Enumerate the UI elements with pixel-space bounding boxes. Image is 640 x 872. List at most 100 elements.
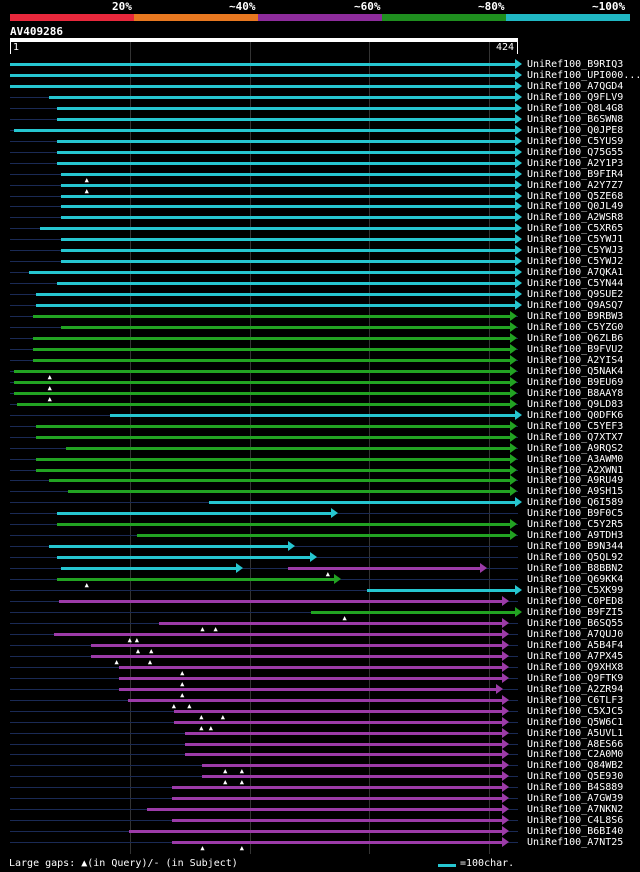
hit-label[interactable]: UniRef100_B6BI40 [527, 826, 624, 837]
hit-row[interactable]: ▲ [0, 563, 640, 578]
hit-alignment-bar[interactable] [61, 216, 515, 219]
hit-label[interactable]: UniRef100_A2WSR8 [527, 212, 624, 223]
hit-row[interactable]: UniRef100_A9RQS2 [0, 443, 640, 454]
hit-label[interactable]: UniRef100_C5XJC5 [527, 706, 624, 717]
hit-row[interactable]: ▲ ▲ UniRef100_A7NT25 [0, 837, 640, 852]
hit-alignment-bar[interactable] [58, 600, 502, 603]
hit-alignment-bar[interactable] [110, 414, 515, 417]
hit-alignment-bar[interactable] [202, 764, 502, 767]
hit-alignment-bar[interactable] [32, 315, 511, 318]
hit-alignment-bar[interactable] [13, 370, 511, 373]
hit-alignment-bar[interactable] [56, 282, 515, 285]
hit-label[interactable]: UniRef100_A2XWN1 [527, 465, 624, 476]
hit-alignment-bar[interactable] [54, 633, 502, 636]
hit-label[interactable]: UniRef100_A7NT25 [527, 837, 624, 848]
hit-label[interactable]: UniRef100_C4L8S6 [527, 815, 624, 826]
hit-row[interactable]: UniRef100_Q7XTX7 [0, 432, 640, 443]
hit-row[interactable]: ▲ ▲ UniRef100_Q5E930 [0, 771, 640, 786]
hit-alignment-bar[interactable] [173, 710, 502, 713]
hit-alignment-bar[interactable] [209, 501, 515, 504]
hit-alignment-bar[interactable] [129, 830, 502, 833]
hit-label[interactable]: UniRef100_Q9LD83 [527, 399, 624, 410]
hit-label[interactable]: UniRef100_C5YN44 [527, 278, 624, 289]
hit-label[interactable]: UniRef100_B9FVU2 [527, 344, 624, 355]
hit-alignment-bar[interactable] [118, 677, 502, 680]
hit-alignment-bar[interactable] [10, 63, 515, 66]
hit-alignment-bar[interactable] [32, 359, 511, 362]
hit-alignment-bar[interactable] [56, 578, 334, 581]
hit-label[interactable]: UniRef100_Q9ASQ7 [527, 300, 624, 311]
hit-label[interactable]: UniRef100_B9RIQ3 [527, 59, 624, 70]
hit-row[interactable]: UniRef100_A9RU49 [0, 475, 640, 486]
hit-label[interactable]: UniRef100_B8BBN2 [527, 563, 624, 574]
hit-alignment-bar[interactable] [61, 249, 515, 252]
hit-label[interactable]: UniRef100_A2ZR94 [527, 684, 624, 695]
hit-alignment-bar[interactable] [61, 173, 515, 176]
hit-row[interactable]: ▲ UniRef100_Q69KK4 [0, 574, 640, 589]
hit-label[interactable]: UniRef100_C5XR65 [527, 223, 624, 234]
hit-label[interactable]: UniRef100_Q0JL49 [527, 201, 624, 212]
hit-row[interactable]: UniRef100_C5Y2R5 [0, 519, 640, 530]
hit-label[interactable]: UniRef100_Q8L4G8 [527, 103, 624, 114]
hit-row[interactable]: UniRef100_C2A0M0 [0, 749, 640, 760]
hit-alignment-bar[interactable] [128, 699, 502, 702]
hit-label[interactable]: UniRef100_C6TLF3 [527, 695, 624, 706]
hit-row[interactable]: ▲ UniRef100_A2Y7Z7 [0, 180, 640, 195]
hit-label[interactable]: UniRef100_A7QGD4 [527, 81, 624, 92]
hit-label[interactable]: UniRef100_B9N344 [527, 541, 624, 552]
hit-alignment-bar[interactable] [17, 403, 511, 406]
hit-row[interactable]: ▲ UniRef100_Q5NAK4 [0, 366, 640, 381]
hit-row[interactable]: UniRef100_A2WSR8 [0, 212, 640, 223]
hit-alignment-bar[interactable] [49, 545, 289, 548]
hit-alignment-bar[interactable] [366, 589, 515, 592]
hit-label[interactable]: UniRef100_A9RU49 [527, 475, 624, 486]
hit-row[interactable]: ▲ UniRef100_Q9XHX8 [0, 662, 640, 677]
hit-label[interactable]: UniRef100_A2Y7Z7 [527, 180, 624, 191]
hit-row[interactable]: UniRef100_A7QKA1 [0, 267, 640, 278]
hit-row[interactable]: UniRef100_B9RBW3 [0, 311, 640, 322]
hit-alignment-bar[interactable] [13, 392, 511, 395]
hit-alignment-bar[interactable] [202, 775, 502, 778]
hit-label[interactable]: UniRef100_A7NKN2 [527, 804, 624, 815]
hit-row[interactable]: ▲ ▲ UniRef100_C5XJC5 [0, 706, 640, 721]
hit-label[interactable]: UniRef100_B9EU69 [527, 377, 624, 388]
hit-alignment-bar[interactable] [173, 721, 502, 724]
hit-row[interactable]: UniRef100_A2YIS4 [0, 355, 640, 366]
hit-alignment-bar[interactable] [288, 567, 481, 570]
hit-alignment-bar[interactable] [136, 534, 511, 537]
hit-row[interactable]: UniRef100_Q9SUE2 [0, 289, 640, 300]
hit-row[interactable]: UniRef100_A9SH15 [0, 486, 640, 497]
hit-alignment-bar[interactable] [172, 819, 502, 822]
hit-row[interactable]: UniRef100_C5YEF3 [0, 421, 640, 432]
hit-alignment-bar[interactable] [56, 512, 332, 515]
hit-alignment-bar[interactable] [39, 227, 515, 230]
hit-alignment-bar[interactable] [172, 841, 502, 844]
hit-label[interactable]: UniRef100_C5YWJ2 [527, 256, 624, 267]
hit-row[interactable]: UniRef100_A7GW39 [0, 793, 640, 804]
hit-row[interactable]: UniRef100_A9TDH3 [0, 530, 640, 541]
hit-label[interactable]: UniRef100_A2YIS4 [527, 355, 624, 366]
hit-alignment-bar[interactable] [118, 688, 496, 691]
hit-row[interactable]: ▲ UniRef100_B9FIR4 [0, 169, 640, 184]
hit-label[interactable]: UniRef100_A3AWM0 [527, 454, 624, 465]
hit-alignment-bar[interactable] [61, 184, 515, 187]
hit-row[interactable]: UniRef100_Q8L4G8 [0, 103, 640, 114]
hit-label[interactable]: UniRef100_Q5E930 [527, 771, 624, 782]
hit-row[interactable]: UniRef100_C5YN44 [0, 278, 640, 289]
hit-alignment-bar[interactable] [118, 666, 502, 669]
hit-row[interactable]: UniRef100_C5YUS9 [0, 136, 640, 147]
hit-label[interactable]: UniRef100_A7QUJ0 [527, 629, 624, 640]
hit-row[interactable]: UniRef100_A2XWN1 [0, 465, 640, 476]
hit-label[interactable]: UniRef100_Q0JPE8 [527, 125, 624, 136]
hit-label[interactable]: UniRef100_Q69KK4 [527, 574, 624, 585]
hit-row[interactable]: UniRef100_B9F0C5 [0, 508, 640, 519]
hit-label[interactable]: UniRef100_Q7XTX7 [527, 432, 624, 443]
hit-row[interactable]: UniRef100_Q75G55 [0, 147, 640, 158]
hit-alignment-bar[interactable] [56, 151, 515, 154]
hit-row[interactable]: UniRef100_Q0JPE8 [0, 125, 640, 136]
hit-row[interactable]: ▲ ▲ UniRef100_B6SQ55 [0, 618, 640, 633]
hit-alignment-bar[interactable] [147, 808, 502, 811]
hit-label[interactable]: UniRef100_A2Y1P3 [527, 158, 624, 169]
hit-label[interactable]: UniRef100_A9TDH3 [527, 530, 624, 541]
hit-label[interactable]: UniRef100_A7GW39 [527, 793, 624, 804]
